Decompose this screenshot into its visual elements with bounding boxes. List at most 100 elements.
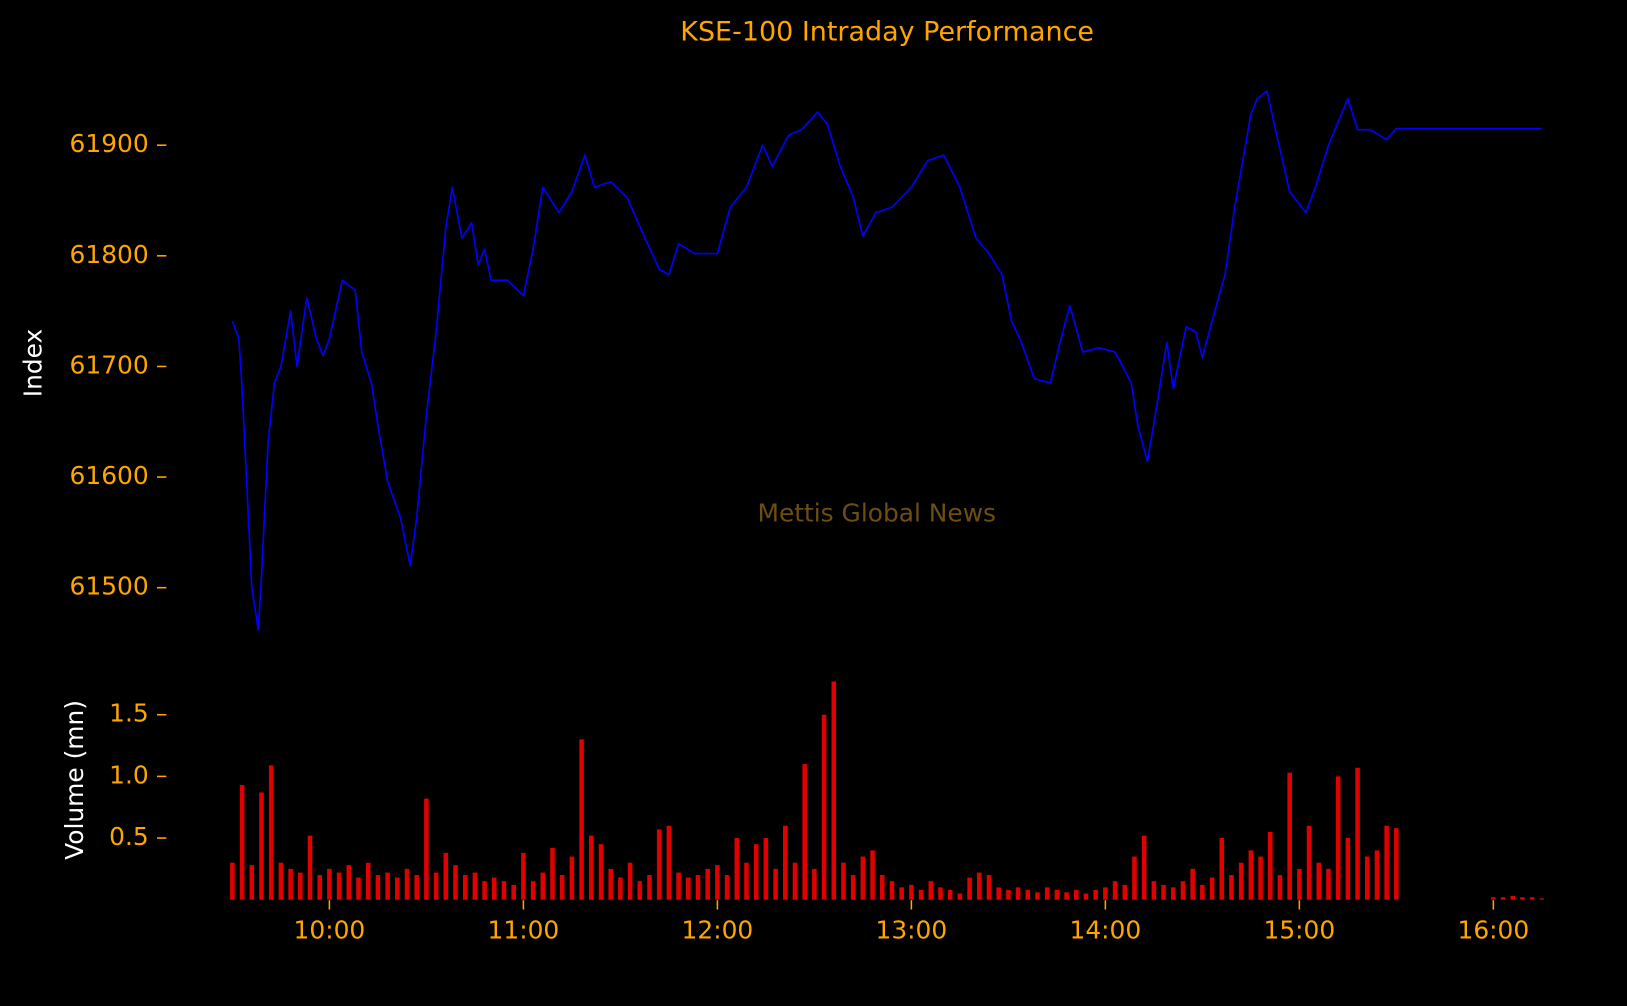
volume-bar: [559, 875, 565, 900]
volume-bar: [695, 875, 701, 900]
volume-bar: [1141, 835, 1147, 900]
volume-bar: [443, 852, 449, 900]
volume-bar: [812, 868, 817, 900]
volume-bar: [1190, 868, 1195, 900]
volume-bar: [1122, 884, 1128, 900]
volume-bar: [375, 875, 381, 900]
volume-bar: [627, 862, 633, 900]
volume-bar: [1500, 897, 1506, 900]
volume-bar: [1297, 868, 1302, 900]
volume-bar: [298, 872, 303, 900]
volume-bar: [1287, 772, 1292, 900]
watermark: Mettis Global News: [757, 498, 996, 527]
volume-bar: [1326, 868, 1331, 900]
volume-bar: [753, 844, 759, 900]
volume-bar: [647, 875, 652, 900]
volume-bar: [870, 850, 875, 900]
volume-bar: [1316, 862, 1322, 900]
volume-bar: [317, 875, 322, 900]
volume-bar: [909, 884, 914, 900]
volume-bar: [589, 835, 594, 900]
y-axis-label: Volume (mn): [60, 700, 89, 860]
volume-bar: [550, 847, 555, 900]
x-tick-label: 10:00: [294, 915, 366, 944]
volume-bar: [472, 872, 478, 900]
volume-bar: [686, 877, 691, 900]
volume-bar: [230, 862, 235, 900]
volume-bar: [1044, 887, 1050, 900]
y-tick-label: 61700: [70, 350, 149, 379]
volume-bar: [530, 881, 536, 900]
volume-bar: [676, 872, 681, 900]
volume-bar: [744, 862, 749, 900]
volume-bar: [1258, 856, 1263, 900]
volume-bar: [841, 862, 846, 900]
y-axis-label: Index: [19, 329, 48, 397]
volume-bar: [1229, 875, 1234, 900]
volume-bar: [1520, 897, 1525, 900]
volume-bar: [608, 868, 613, 900]
volume-bar: [511, 884, 516, 900]
volume-bar: [259, 792, 264, 900]
volume-bar: [1491, 897, 1496, 900]
volume-bar: [1219, 838, 1225, 900]
volume-bar: [1161, 884, 1166, 900]
volume-bar: [453, 865, 458, 900]
volume-bar: [763, 838, 769, 900]
x-tick-label: 13:00: [876, 915, 948, 944]
volume-bar: [278, 862, 284, 900]
x-tick-label: 14:00: [1070, 915, 1142, 944]
volume-bar: [1112, 881, 1118, 900]
volume-bar: [1093, 889, 1098, 900]
volume-bar: [967, 877, 972, 900]
volume-bar: [1025, 889, 1031, 900]
volume-bar: [579, 739, 584, 900]
volume-bar: [1132, 856, 1137, 900]
volume-bar: [831, 681, 837, 900]
volume-bar: [1209, 877, 1215, 900]
volume-bar: [1277, 875, 1283, 900]
volume-bar: [792, 862, 798, 900]
volume-bar: [1374, 850, 1380, 900]
volume-bar: [715, 865, 720, 900]
y-tick-label: 1.5: [109, 699, 149, 728]
volume-bar: [918, 889, 924, 900]
volume-bar: [433, 872, 439, 900]
volume-bar: [462, 875, 468, 900]
x-tick-label: 12:00: [682, 915, 754, 944]
volume-bar: [1064, 892, 1069, 900]
volume-bar: [569, 856, 575, 900]
volume-bar: [783, 825, 788, 900]
volume-bar: [1529, 897, 1535, 900]
volume-bar: [938, 887, 943, 900]
volume-bar: [521, 852, 526, 900]
x-tick-label: 16:00: [1458, 915, 1530, 944]
volume-bar: [1364, 856, 1370, 900]
y-tick-label: 61500: [70, 572, 149, 601]
volume-bar: [1054, 889, 1060, 900]
volume-bar: [656, 829, 662, 900]
volume-bar: [928, 881, 934, 900]
volume-bar: [1510, 895, 1516, 900]
volume-bar: [1151, 881, 1157, 900]
volume-bar: [724, 875, 730, 900]
volume-bar: [268, 765, 274, 900]
chart-title: KSE-100 Intraday Performance: [680, 17, 1094, 48]
volume-bar: [1355, 767, 1360, 900]
volume-bar: [1306, 825, 1312, 900]
volume-bar: [802, 764, 807, 900]
volume-bar: [947, 889, 953, 900]
volume-bar: [1006, 889, 1011, 900]
volume-bar: [1170, 887, 1176, 900]
volume-bar: [336, 872, 342, 900]
volume-bar: [996, 887, 1001, 900]
volume-bar: [424, 798, 429, 900]
volume-bar: [598, 844, 604, 900]
volume-bar: [395, 877, 400, 900]
volume-bar: [899, 887, 904, 900]
volume-bar: [385, 872, 390, 900]
volume-bar: [346, 865, 352, 900]
volume-bar: [239, 785, 245, 900]
volume-bar: [1539, 898, 1545, 900]
